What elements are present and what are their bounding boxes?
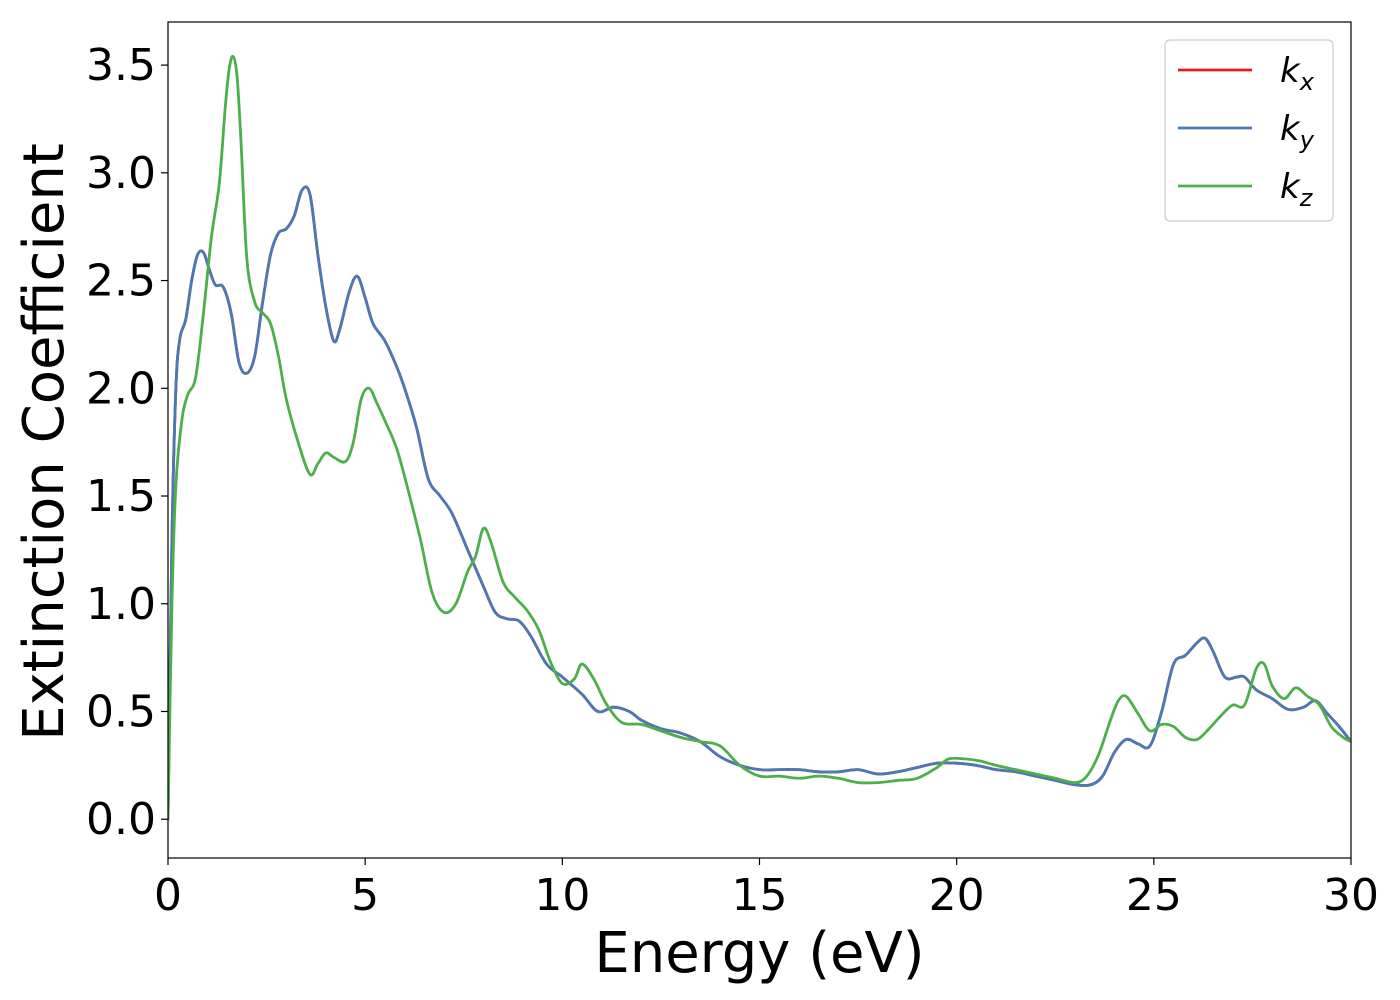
y-tick-label: 1.5 xyxy=(86,471,156,522)
y-tick-label: 2.5 xyxy=(86,256,156,307)
y-tick-label: 2.0 xyxy=(86,363,156,414)
series-layer xyxy=(168,54,1351,821)
legend: kx ky kz xyxy=(1164,39,1334,222)
legend-label-ky: ky xyxy=(1280,109,1315,154)
x-tick-label: 15 xyxy=(732,870,788,921)
x-tick-label: 30 xyxy=(1323,870,1379,921)
y-tick-label: 3.5 xyxy=(86,40,156,91)
legend-label-kz: kz xyxy=(1280,167,1314,212)
y-axis-title: Extinction Coefficient xyxy=(12,143,77,741)
y-tick-label: 0.5 xyxy=(86,686,156,737)
series-line-kz xyxy=(168,54,1351,821)
x-tick-label: 20 xyxy=(929,870,985,921)
legend-box xyxy=(1164,39,1334,222)
x-tick-label: 10 xyxy=(534,870,590,921)
x-tick-label: 0 xyxy=(154,870,182,921)
legend-label-kx: kx xyxy=(1280,51,1315,96)
x-tick-label: 25 xyxy=(1126,870,1182,921)
x-axis-title: Energy (eV) xyxy=(594,921,924,986)
y-tick-label: 3.0 xyxy=(86,148,156,199)
series-line-ky xyxy=(168,185,1351,821)
x-tick-label: 5 xyxy=(351,870,379,921)
y-axis: 0.0 0.5 1.0 1.5 2.0 2.5 3.0 3.5 xyxy=(86,40,168,845)
y-tick-label: 0.0 xyxy=(86,794,156,845)
x-axis: 0 5 10 15 20 25 30 xyxy=(154,858,1379,921)
y-tick-label: 1.0 xyxy=(86,579,156,630)
